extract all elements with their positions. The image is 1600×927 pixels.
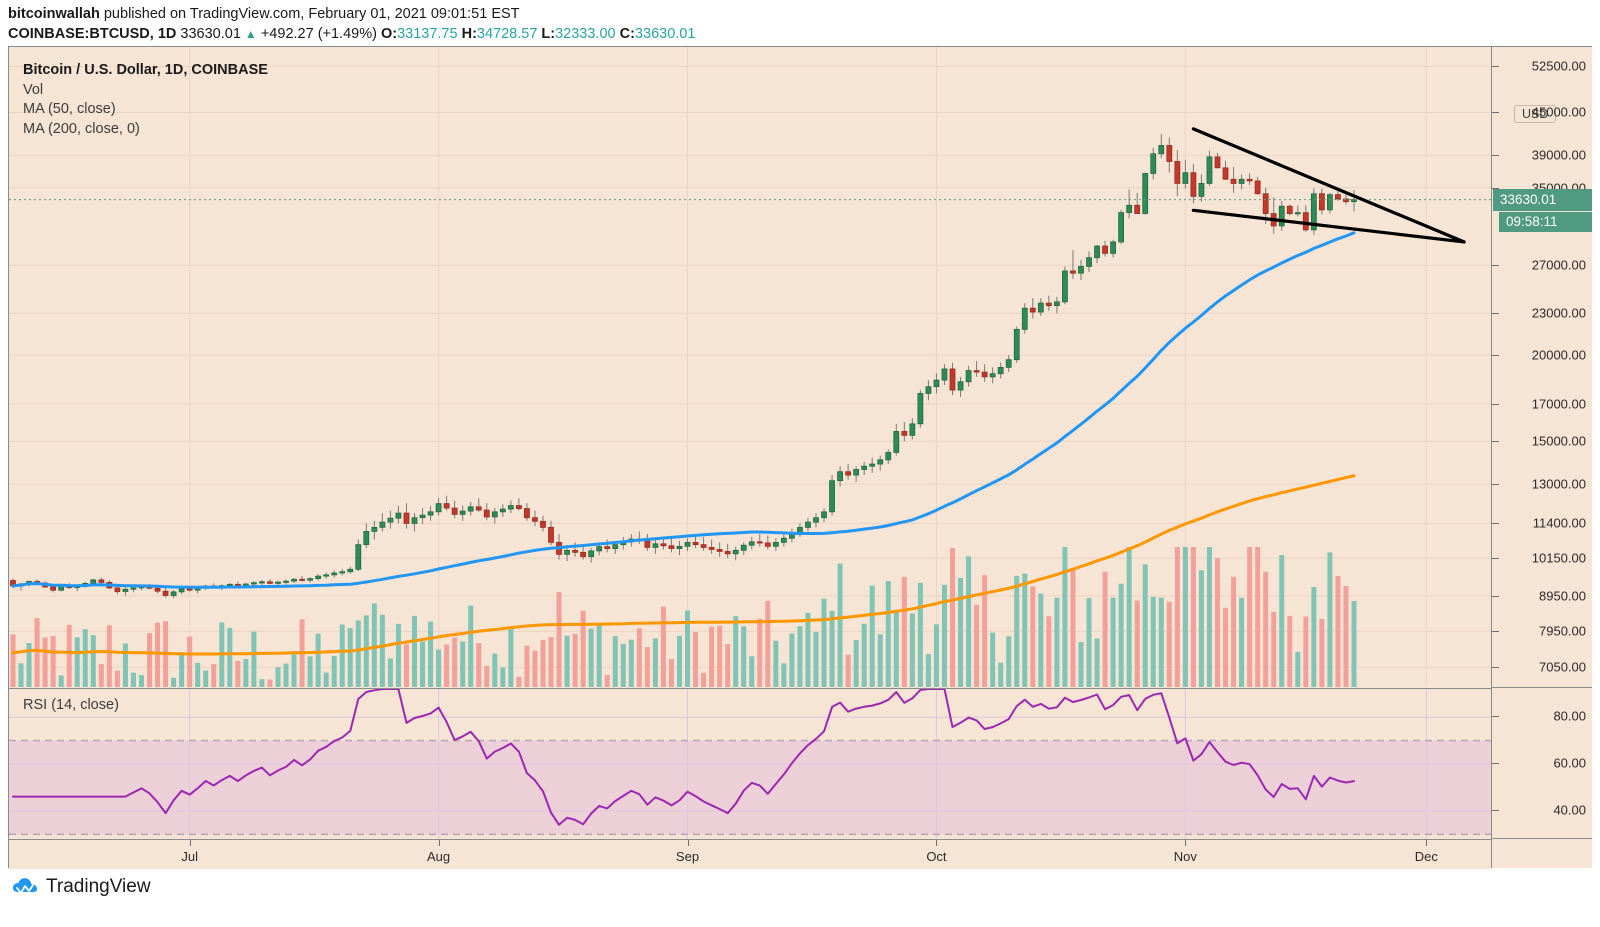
rsi-axis-tick: 40.00 xyxy=(1553,802,1586,818)
currency-badge[interactable]: USD xyxy=(1514,105,1557,123)
price-axis[interactable]: USD 52500.0045000.0039000.0035000.002700… xyxy=(1491,47,1592,868)
price-pane-canvas xyxy=(9,47,1491,687)
time-axis-tick-mark xyxy=(687,840,689,846)
price-axis-tick-mark xyxy=(1492,355,1499,357)
rsi-axis-tick-mark xyxy=(1492,809,1499,811)
rsi-axis-tick: 60.00 xyxy=(1553,755,1586,771)
ohlc-open-label: O: xyxy=(380,26,398,42)
rsi-pane[interactable]: RSI (14, close) xyxy=(9,688,1491,839)
price-axis-tick-mark xyxy=(1492,667,1499,669)
time-axis-tick-mark xyxy=(936,840,938,846)
price-axis-tick-mark xyxy=(1492,265,1499,267)
published-text: published on TradingView.com, February 0… xyxy=(99,6,520,22)
price-axis-tick: 45000.00 xyxy=(1531,104,1586,120)
price-axis-tick: 52500.00 xyxy=(1531,58,1586,74)
price-axis-tick: 11400.00 xyxy=(1532,515,1586,531)
time-axis-tick: Nov xyxy=(1173,849,1197,864)
rsi-legend: RSI (14, close) xyxy=(23,697,119,713)
rsi-axis-tick-mark xyxy=(1492,763,1499,764)
current-price-label[interactable]: 33630.01 xyxy=(1493,188,1592,211)
price-axis-tick-mark xyxy=(1492,403,1499,405)
symbol-quote-line: COINBASE:BTCUSD, 1D 33630.01 ▲ +492.27 (… xyxy=(8,26,695,42)
price-axis-tick-mark xyxy=(1492,595,1499,597)
time-axis-tick: Oct xyxy=(926,849,947,864)
last-price: 33630.01 xyxy=(180,26,241,42)
axis-separator xyxy=(1492,838,1592,839)
price-axis-tick-mark xyxy=(1492,155,1499,157)
price-axis-tick: 27000.00 xyxy=(1531,257,1586,273)
price-axis-tick-mark xyxy=(1492,484,1499,486)
price-axis-tick-mark xyxy=(1492,313,1499,315)
price-axis-tick-mark xyxy=(1492,187,1499,189)
axis-separator xyxy=(1492,687,1592,688)
publication-line: bitcoinwallah published on TradingView.c… xyxy=(8,6,520,22)
ohlc-low-label: L: xyxy=(541,26,556,42)
price-axis-tick: 15000.00 xyxy=(1531,433,1586,449)
tradingview-logo-icon xyxy=(12,878,37,894)
ohlc-high-value: 34728.57 xyxy=(476,26,538,42)
rsi-axis-tick: 80.00 xyxy=(1553,708,1586,724)
time-axis-tick-mark xyxy=(438,840,440,846)
price-axis-tick: 8950.00 xyxy=(1539,588,1586,604)
time-axis-tick: Sep xyxy=(675,849,700,864)
price-axis-tick: 10150.00 xyxy=(1531,550,1586,566)
price-change: +492.27 (+1.49%) xyxy=(260,26,377,42)
symbol-label: COINBASE:BTCUSD, 1D xyxy=(8,26,177,42)
price-axis-tick: 7050.00 xyxy=(1539,659,1586,675)
time-axis[interactable]: JulAugSepOctNovDec2021Feb22 xyxy=(9,839,1491,869)
price-axis-tick: 17000.00 xyxy=(1531,396,1586,412)
price-axis-tick-mark xyxy=(1492,66,1499,68)
price-axis-tick-mark xyxy=(1492,523,1499,525)
rsi-pane-canvas xyxy=(9,689,1491,839)
ohlc-low-value: 32333.00 xyxy=(555,26,616,42)
ohlc-open-value: 33137.75 xyxy=(397,26,458,42)
price-axis-tick-mark xyxy=(1492,441,1499,443)
tradingview-footer: TradingView xyxy=(12,876,151,898)
tradingview-brand-label: TradingView xyxy=(46,876,151,897)
author-name: bitcoinwallah xyxy=(8,6,100,22)
price-axis-tick-mark xyxy=(1492,112,1499,114)
price-axis-tick-mark xyxy=(1492,558,1499,560)
chart-frame[interactable]: Bitcoin / U.S. Dollar, 1D, COINBASE Vol … xyxy=(8,46,1592,869)
price-axis-tick: 20000.00 xyxy=(1531,347,1586,363)
ohlc-close-label: C: xyxy=(619,26,635,42)
time-axis-tick-mark xyxy=(189,840,191,846)
time-axis-tick-mark xyxy=(1426,840,1428,846)
price-axis-tick-mark xyxy=(1492,631,1499,633)
price-axis-tick: 7950.00 xyxy=(1539,623,1586,639)
time-axis-tick: Jul xyxy=(181,849,198,864)
countdown-label[interactable]: 09:58:11 xyxy=(1499,211,1592,232)
time-axis-tick-mark xyxy=(1185,840,1187,846)
triangle-up-icon: ▲ xyxy=(244,27,257,41)
time-axis-tick: Dec xyxy=(1414,849,1438,864)
time-axis-tick: Aug xyxy=(427,849,451,864)
price-axis-tick: 39000.00 xyxy=(1531,147,1586,163)
ohlc-high-label: H: xyxy=(461,26,477,42)
ohlc-close-value: 33630.01 xyxy=(634,26,696,42)
price-axis-tick: 13000.00 xyxy=(1531,476,1586,492)
rsi-axis-tick-mark xyxy=(1492,716,1499,718)
price-pane[interactable]: Bitcoin / U.S. Dollar, 1D, COINBASE Vol … xyxy=(9,47,1491,687)
price-axis-tick: 23000.00 xyxy=(1531,305,1586,321)
